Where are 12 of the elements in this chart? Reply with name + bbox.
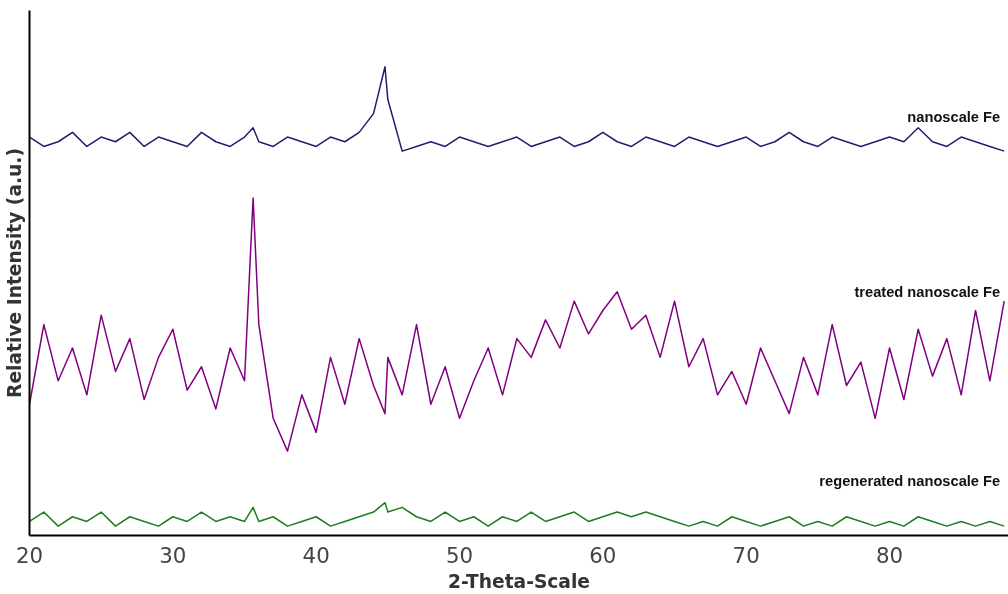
x-tick-label: 50: [445, 542, 474, 568]
x-tick-label: 70: [732, 542, 760, 568]
x-tick-label: 30: [159, 542, 187, 568]
series-label: treated nanoscale Fe: [854, 284, 1001, 301]
y-axis-title: Relative Intensity (a.u.): [3, 148, 25, 398]
series-label: nanoscale Fe: [907, 109, 1001, 126]
x-tick-label: 60: [589, 542, 617, 568]
x-axis-title: 2-Theta-Scale: [447, 570, 591, 592]
x-tick-label: 80: [875, 542, 904, 568]
x-tick-label: 20: [15, 542, 44, 568]
x-tick-label: 40: [302, 542, 330, 568]
text: regenerated nanoscale Fe: [819, 473, 1001, 490]
